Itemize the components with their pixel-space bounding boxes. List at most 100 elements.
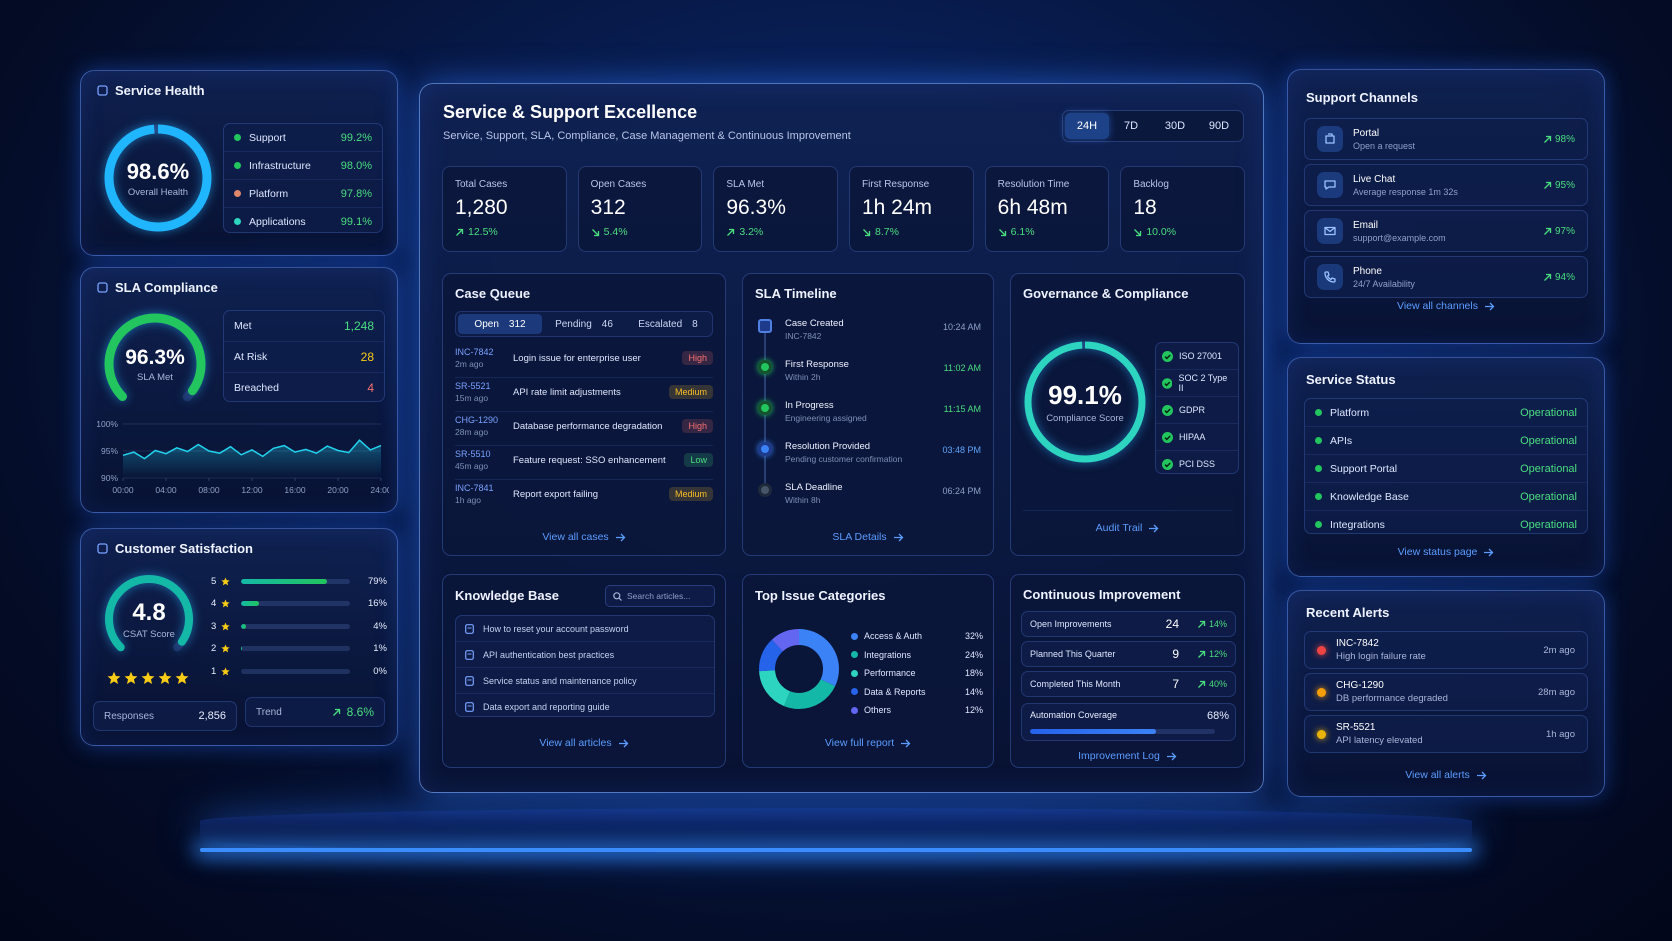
kpi-card: Total Cases 1,280 12.5% bbox=[442, 166, 567, 252]
rating-percent: 16% bbox=[367, 598, 387, 609]
count-value: 28 bbox=[360, 350, 374, 364]
link-arrow bbox=[618, 739, 628, 747]
kpi-change-value: 8.7% bbox=[874, 226, 899, 238]
standard-row: SOC 2 Type II bbox=[1156, 370, 1238, 397]
glyph-path bbox=[1324, 180, 1336, 190]
article-row[interactable]: Service status and maintenance policy bbox=[456, 668, 714, 694]
rating-percent: 1% bbox=[373, 643, 387, 654]
priority-badge: Medium bbox=[668, 487, 713, 501]
star-icon bbox=[124, 671, 138, 685]
check-circle bbox=[1162, 377, 1173, 389]
doc-shape bbox=[465, 649, 474, 660]
search-icon bbox=[613, 591, 622, 601]
channel-row[interactable]: Live Chat Average response 1m 32s 95% bbox=[1304, 164, 1588, 206]
alert-row[interactable]: SR-5521 API latency elevated 1h ago bbox=[1304, 715, 1588, 753]
status-row: Support Portal Operational bbox=[1305, 455, 1587, 483]
donut-segment bbox=[759, 629, 839, 709]
case-tab[interactable]: Pending 46 bbox=[542, 314, 626, 334]
metric-name: Support bbox=[249, 131, 286, 144]
metric-row: Infrastructure 98.0% bbox=[224, 152, 382, 180]
alert-age: 2m ago bbox=[1543, 644, 1575, 656]
arrow-path bbox=[1476, 771, 1487, 779]
gauge: 96.3% SLA Met bbox=[99, 308, 211, 420]
panel-title-text: Case Queue bbox=[455, 286, 531, 301]
trend-path bbox=[456, 228, 464, 236]
count-name: Met bbox=[234, 320, 252, 332]
channel-text: Email support@example.com bbox=[1353, 220, 1446, 243]
tab-count: 8 bbox=[692, 318, 698, 330]
dashboard-title: Service & Support Excellence bbox=[443, 102, 698, 122]
channel-row[interactable]: Portal Open a request 98% bbox=[1304, 118, 1588, 160]
rating-row: 2 1% bbox=[211, 641, 387, 657]
rating-percent: 4% bbox=[373, 620, 387, 632]
improvement-change: 12% bbox=[1193, 649, 1227, 659]
status-dot bbox=[1315, 409, 1322, 416]
rating-percent: 79% bbox=[367, 575, 387, 587]
legend-name: Data & Reports bbox=[864, 686, 926, 697]
trend-line bbox=[122, 439, 382, 460]
channel-row[interactable]: Phone 24/7 Availability 94% bbox=[1304, 256, 1588, 298]
check-icon bbox=[1162, 458, 1173, 470]
case-tab[interactable]: Open 312 bbox=[458, 314, 542, 334]
link[interactable]: Improvement Log bbox=[1011, 750, 1244, 762]
trend-path bbox=[998, 228, 1006, 236]
alert-age: 28m ago bbox=[1538, 686, 1575, 698]
top-issues-panel: Top Issue Categories Access & Auth 32% Inte… bbox=[742, 574, 994, 768]
arrow-path bbox=[1484, 302, 1495, 310]
panel-title-text: Continuous Improvement bbox=[1023, 587, 1181, 602]
search-box[interactable]: Search articles... bbox=[605, 585, 715, 607]
range-button[interactable]: 30D bbox=[1164, 120, 1186, 132]
alert-text: SR-5521 API latency elevated bbox=[1336, 722, 1423, 746]
alert-row[interactable]: CHG-1290 DB performance degraded 28m ago bbox=[1304, 673, 1588, 711]
link[interactable]: View all channels bbox=[1288, 300, 1604, 312]
star-shape bbox=[158, 671, 172, 685]
rating-label: 5 bbox=[211, 575, 217, 587]
link[interactable]: View all alerts bbox=[1288, 769, 1604, 781]
gauge-value: 4.8 bbox=[132, 598, 166, 626]
range-button[interactable]: 24H bbox=[1065, 113, 1109, 139]
link[interactable]: View full report bbox=[743, 737, 993, 749]
panel-title-text: Support Channels bbox=[1306, 90, 1418, 105]
tab-count: 312 bbox=[508, 318, 526, 330]
article-row[interactable]: API authentication best practices bbox=[456, 642, 714, 668]
article-row[interactable]: How to reset your account password bbox=[456, 616, 714, 642]
article-title: How to reset your account password bbox=[483, 623, 629, 634]
case-tab[interactable]: Escalated 8 bbox=[626, 314, 710, 334]
kpi-card: SLA Met 96.3% 3.2% bbox=[713, 166, 838, 252]
case-age: 2m ago bbox=[455, 359, 484, 369]
kpi-change: 12.5% bbox=[455, 226, 554, 238]
count-row: Met 1,248 bbox=[224, 311, 384, 342]
channel-text: Portal Open a request bbox=[1353, 128, 1415, 151]
kpi-label: First Response bbox=[861, 179, 930, 190]
article-title: Data export and reporting guide bbox=[483, 701, 610, 712]
channel-row[interactable]: Email support@example.com 97% bbox=[1304, 210, 1588, 252]
kpi-change-value: 3.2% bbox=[739, 226, 764, 238]
link[interactable]: Audit Trail bbox=[1011, 522, 1244, 534]
link-arrow bbox=[1484, 302, 1495, 310]
sla-counts: Met 1,248 At Risk 28 Breached 4 bbox=[223, 310, 385, 402]
range-button[interactable]: 7D bbox=[1123, 120, 1139, 132]
arrow-path bbox=[1484, 548, 1494, 556]
trend-path bbox=[1198, 620, 1206, 628]
status-dot bbox=[234, 134, 241, 141]
alert-row[interactable]: INC-7842 High login failure rate 2m ago bbox=[1304, 631, 1588, 669]
legend-name: Integrations bbox=[864, 649, 912, 660]
arrow-path bbox=[1149, 524, 1159, 532]
metric-value: 99.2% bbox=[340, 131, 372, 144]
gauge-arc bbox=[105, 575, 193, 663]
standard-row: PCI DSS bbox=[1156, 451, 1238, 477]
link[interactable]: View all cases bbox=[443, 531, 725, 543]
link[interactable]: SLA Details bbox=[743, 531, 993, 543]
channel-name: Live Chat bbox=[1353, 173, 1396, 185]
sla-compliance-panel: SLA Compliance 96.3% SLA Met Met 1,248 At Ris… bbox=[80, 267, 398, 513]
star-shape bbox=[141, 671, 155, 685]
metric-value: 99.1% bbox=[340, 215, 372, 228]
link[interactable]: View all articles bbox=[443, 737, 725, 749]
gauge-ring bbox=[104, 124, 212, 232]
range-button[interactable]: 90D bbox=[1208, 120, 1230, 132]
link[interactable]: View status page bbox=[1288, 546, 1604, 558]
glyph-path bbox=[1324, 271, 1336, 283]
panel-title-text: Knowledge Base bbox=[455, 588, 560, 603]
article-row[interactable]: Data export and reporting guide bbox=[456, 694, 714, 719]
case-queue-panel: Case Queue Open 312 Pending 46 Escalated 8 INC-… bbox=[442, 273, 726, 556]
